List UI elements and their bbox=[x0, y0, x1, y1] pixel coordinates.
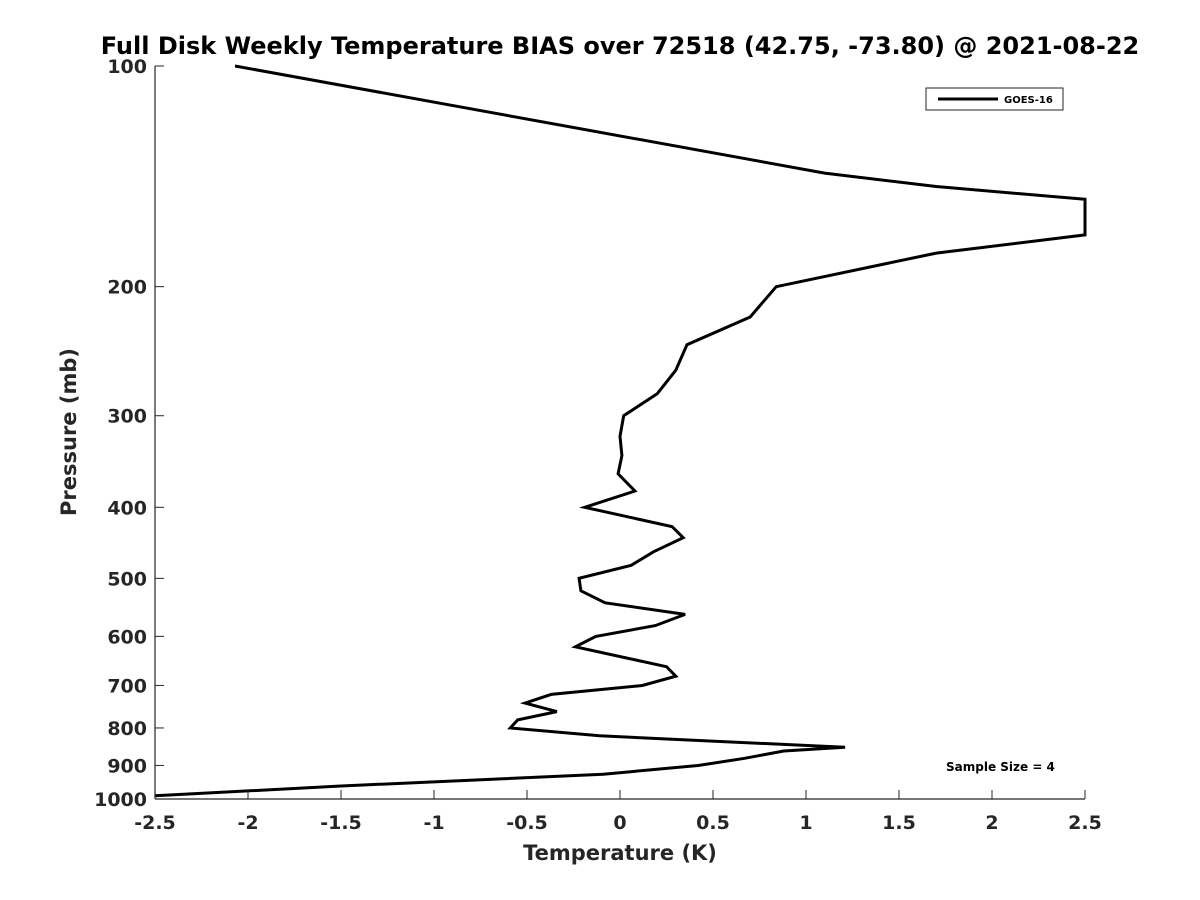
y-tick-label: 300 bbox=[107, 406, 147, 428]
x-axis-ticks: -2.5 -2 -1.5 -1 -0.5 0 0.5 1 1.5 2 2.5 bbox=[134, 790, 1102, 834]
series-layer bbox=[154, 64, 1087, 798]
y-tick-label: 200 bbox=[107, 277, 147, 299]
y-tick-label: 700 bbox=[107, 675, 147, 697]
y-tick-label: 1000 bbox=[94, 789, 147, 811]
sample-size-annotation: Sample Size = 4 bbox=[946, 760, 1055, 774]
y-tick-label: 900 bbox=[107, 755, 147, 777]
x-tick-label: 2.5 bbox=[1068, 812, 1102, 834]
x-axis-label: Temperature (K) bbox=[523, 841, 717, 865]
legend: GOES-16 bbox=[925, 87, 1064, 111]
chart-title: Full Disk Weekly Temperature BIAS over 7… bbox=[101, 32, 1140, 60]
x-tick-label: 2 bbox=[985, 812, 998, 834]
y-tick-label: 500 bbox=[107, 568, 147, 590]
x-tick-label: -1.5 bbox=[320, 812, 362, 834]
y-axis-ticks: 100 200 300 400 500 600 700 800 900 1000 bbox=[94, 56, 164, 811]
x-tick-label: -2 bbox=[237, 812, 258, 834]
legend-label: GOES-16 bbox=[1004, 95, 1053, 106]
x-tick-label: -2.5 bbox=[134, 812, 176, 834]
y-tick-label: 400 bbox=[107, 497, 147, 519]
x-tick-label: -1 bbox=[423, 812, 444, 834]
x-tick-label: -0.5 bbox=[506, 812, 548, 834]
plot-area: -2.5 -2 -1.5 -1 -0.5 0 0.5 1 1.5 2 2.5 100 200 300 40… bbox=[94, 56, 1102, 834]
x-tick-label: 1 bbox=[799, 812, 812, 834]
x-tick-label: 0.5 bbox=[696, 812, 730, 834]
series-line-0 bbox=[154, 64, 1087, 798]
y-tick-label: 100 bbox=[107, 56, 147, 78]
x-tick-label: 1.5 bbox=[882, 812, 916, 834]
y-tick-label: 800 bbox=[107, 718, 147, 740]
y-tick-label: 600 bbox=[107, 626, 147, 648]
y-axis-label: Pressure (mb) bbox=[57, 348, 81, 516]
x-tick-label: 0 bbox=[613, 812, 626, 834]
